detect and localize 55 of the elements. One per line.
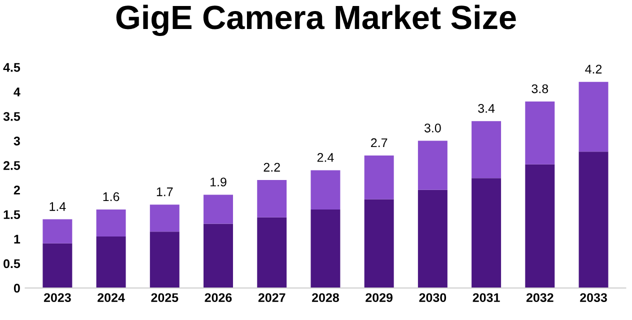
bar: [96, 236, 126, 288]
total-label: 1.7: [156, 188, 173, 196]
total-label: 3.4: [478, 104, 495, 113]
bar: [364, 199, 394, 288]
y-tick-label: 1: [14, 234, 20, 244]
x-tick-label: 2033: [580, 293, 607, 302]
bar: [525, 164, 555, 288]
bar: [418, 190, 448, 288]
y-tick-label: 0.5: [4, 259, 20, 268]
y-tick-label: 0: [14, 284, 20, 293]
bar: [472, 121, 502, 178]
y-tick-label: 4.5: [3, 63, 20, 72]
bar: [418, 140, 448, 190]
total-label: 2.2: [264, 162, 280, 172]
x-tick-label: 2026: [204, 293, 232, 302]
bar: [472, 178, 502, 288]
bar: [96, 209, 126, 236]
bar: [364, 156, 394, 200]
y-tick-label: 3.5: [3, 112, 20, 121]
total-label: 4.2: [585, 64, 602, 74]
bar: [310, 170, 340, 210]
y-tick-label: 2.5: [3, 161, 20, 170]
bar: [257, 180, 287, 218]
bar: [257, 217, 287, 288]
bar: [42, 219, 72, 244]
x-tick-label: 2024: [98, 293, 125, 302]
bar: [204, 224, 234, 288]
bar: [150, 204, 180, 232]
total-label: 2.7: [371, 138, 388, 148]
bar: [42, 243, 72, 288]
total-label: 2.4: [317, 153, 334, 162]
x-tick-label: 2025: [151, 293, 178, 302]
total-label: 1.9: [210, 178, 226, 186]
y-tick-label: 1.5: [4, 210, 20, 220]
y-tick-label: 2: [14, 186, 20, 194]
bar: [525, 102, 555, 164]
bar: [310, 209, 340, 288]
x-tick-label: 2029: [366, 293, 393, 302]
bar: [204, 194, 234, 224]
x-tick-label: 2027: [258, 293, 286, 302]
chart-title: GigE Camera Market Size: [116, 4, 516, 36]
total-label: 1.4: [50, 202, 66, 211]
x-tick-label: 2028: [312, 293, 339, 302]
bar: [578, 82, 608, 152]
bar: [150, 232, 180, 288]
y-tick-label: 3: [14, 136, 20, 146]
x-tick-label: 2032: [526, 293, 554, 302]
total-label: 1.6: [103, 192, 120, 202]
x-tick-label: 2030: [419, 293, 446, 302]
x-tick-label: 2023: [44, 293, 71, 302]
bar: [578, 152, 608, 288]
total-label: 3.8: [532, 84, 548, 94]
y-tick-label: 4: [14, 88, 20, 96]
total-label: 3.0: [424, 124, 441, 132]
x-tick-label: 2031: [472, 293, 500, 302]
